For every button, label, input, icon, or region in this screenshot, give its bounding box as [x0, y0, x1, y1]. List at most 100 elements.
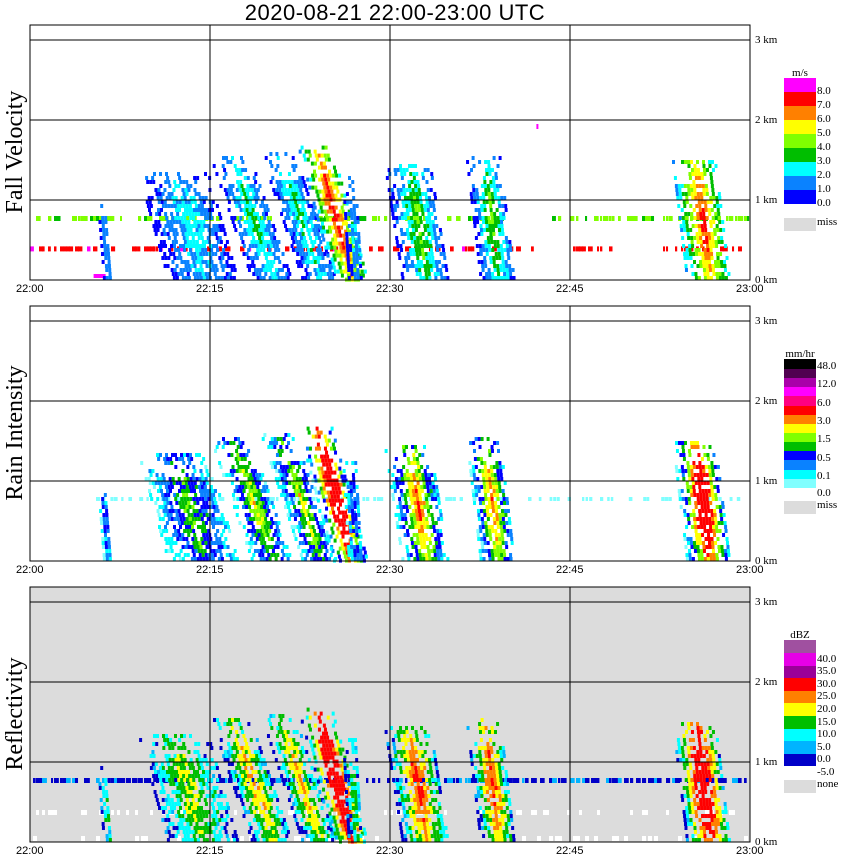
data-pixel: [273, 228, 277, 232]
data-pixel: [278, 260, 282, 264]
data-pixel: [342, 233, 346, 238]
data-pixel: [259, 248, 263, 252]
data-pixel: [165, 196, 169, 200]
data-pixel: [231, 718, 234, 722]
data-pixel: [196, 794, 200, 798]
data-pixel: [329, 229, 333, 234]
data-pixel: [164, 806, 167, 810]
clutter-blue: [87, 778, 90, 783]
data-pixel: [264, 264, 268, 268]
data-pixel: [193, 826, 197, 830]
data-pixel: [107, 818, 111, 822]
data-pixel: [181, 200, 185, 204]
data-pixel: [326, 185, 330, 190]
data-pixel: [412, 176, 416, 180]
data-pixel: [277, 276, 281, 280]
data-pixel: [322, 225, 326, 230]
data-pixel: [186, 228, 190, 232]
clutter-green: [627, 216, 631, 221]
data-pixel: [157, 770, 160, 774]
clutter-red: [303, 246, 306, 252]
data-pixel: [282, 200, 286, 204]
clutter-red: [471, 246, 475, 252]
data-pixel: [228, 272, 232, 276]
clutter-blue: [624, 778, 629, 783]
data-pixel: [256, 276, 260, 280]
data-pixel: [215, 268, 219, 272]
data-pixel: [186, 260, 190, 264]
noise-white: [642, 810, 645, 815]
data-pixel: [269, 160, 273, 164]
data-pixel: [308, 153, 312, 158]
clutter-green: [684, 216, 689, 221]
data-pixel: [241, 160, 245, 164]
data-pixel: [180, 758, 184, 762]
data-pixel: [328, 193, 332, 198]
data-pixel: [308, 252, 312, 256]
data-pixel: [174, 734, 177, 738]
data-pixel: [331, 276, 335, 280]
clutter-green: [645, 216, 649, 221]
data-pixel: [327, 201, 331, 206]
data-pixel: [219, 790, 223, 794]
data-pixel: [203, 798, 207, 802]
data-pixel: [269, 260, 273, 264]
data-pixel: [259, 240, 263, 244]
data-pixel: [249, 256, 253, 260]
clutter-red: [93, 246, 98, 252]
data-pixel: [292, 168, 296, 172]
data-pixel: [319, 276, 323, 280]
data-pixel: [412, 172, 416, 176]
data-pixel: [251, 216, 255, 220]
noise-white: [33, 836, 37, 841]
data-pixel: [184, 220, 188, 224]
data-pixel: [183, 260, 187, 264]
data-pixel: [322, 181, 326, 186]
data-pixel: [179, 806, 182, 810]
data-pixel: [171, 834, 175, 838]
data-pixel: [259, 204, 263, 208]
data-pixel: [351, 269, 355, 274]
data-pixel: [302, 180, 306, 184]
data-pixel: [315, 213, 319, 218]
data-pixel: [341, 253, 345, 258]
clutter-blue: [387, 778, 390, 783]
data-pixel: [280, 212, 284, 216]
data-pixel: [195, 260, 199, 264]
data-pixel: [155, 224, 159, 228]
clutter-blue: [657, 778, 662, 783]
data-pixel: [214, 252, 218, 256]
noise-white: [645, 810, 648, 815]
data-pixel: [187, 276, 191, 280]
data-pixel: [248, 200, 252, 204]
data-pixel: [193, 200, 197, 204]
data-pixel: [176, 256, 180, 260]
data-pixel: [197, 224, 201, 228]
data-pixel: [163, 770, 166, 774]
data-pixel: [273, 272, 277, 276]
data-pixel: [181, 220, 185, 224]
clutter-blue: [531, 778, 535, 783]
data-pixel: [226, 264, 230, 268]
data-pixel: [332, 209, 336, 214]
data-pixel: [256, 750, 260, 754]
data-pixel: [344, 265, 348, 270]
data-pixel: [268, 276, 272, 280]
data-pixel: [171, 790, 175, 794]
data-pixel: [188, 244, 191, 248]
data-pixel: [221, 224, 225, 228]
data-pixel: [200, 236, 204, 240]
noise-white: [51, 810, 54, 815]
clutter-red: [63, 246, 67, 252]
data-pixel: [342, 245, 346, 250]
data-pixel: [200, 244, 203, 248]
clutter-red: [75, 246, 80, 252]
data-pixel: [180, 228, 184, 232]
data-pixel: [235, 730, 239, 734]
noise-white: [81, 810, 84, 815]
data-pixel: [350, 212, 354, 216]
clutter-green: [267, 216, 270, 221]
data-pixel: [306, 264, 310, 268]
data-pixel: [296, 208, 300, 212]
data-pixel: [218, 224, 222, 228]
